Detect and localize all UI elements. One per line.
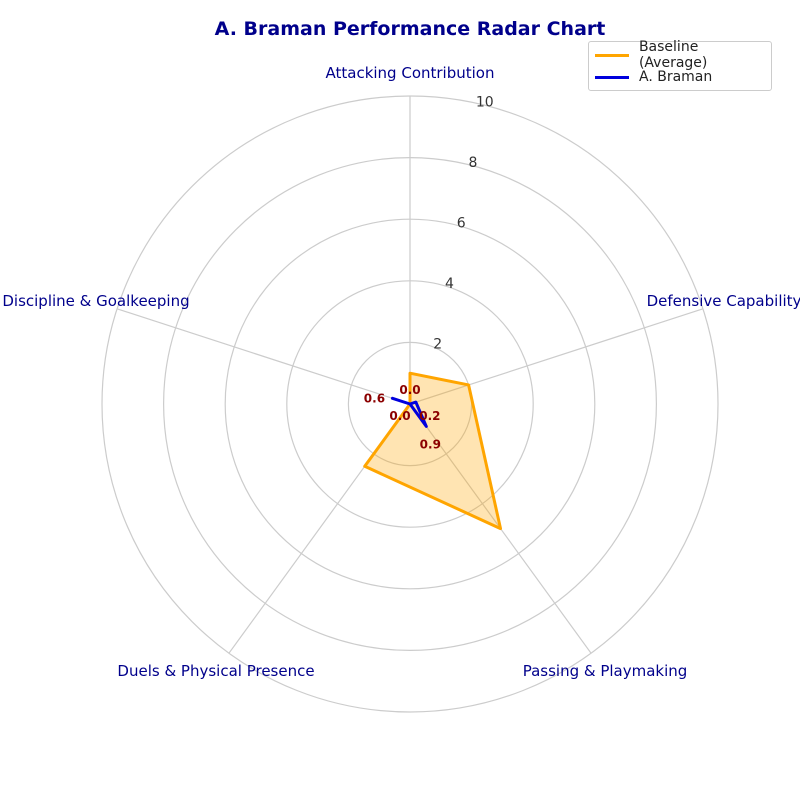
category-label: Duels & Physical Presence	[117, 662, 314, 680]
category-label: Attacking Contribution	[326, 64, 495, 82]
chart-title: A. Braman Performance Radar Chart	[214, 18, 606, 40]
radial-tick-label: 4	[445, 276, 454, 292]
category-label: Defensive Capability	[647, 292, 800, 310]
value-label: 0.0	[389, 409, 410, 423]
legend-swatch-braman	[595, 75, 629, 79]
radial-tick-label: 6	[457, 216, 466, 232]
spoke-4	[116, 308, 411, 405]
value-label: 0.0	[399, 383, 420, 397]
category-label: Discipline & Goalkeeping	[2, 292, 189, 310]
legend-item-baseline: Baseline (Average)	[595, 39, 771, 71]
legend-swatch-baseline	[595, 53, 629, 57]
grid-layer	[101, 95, 719, 713]
radial-tick-label: 2	[433, 337, 442, 353]
spoke-1	[409, 308, 704, 405]
legend-item-braman: A. Braman	[595, 67, 712, 87]
legend-label-baseline: Baseline (Average)	[638, 39, 708, 71]
radial-tick-label: 10	[476, 95, 494, 111]
series-layer	[363, 371, 503, 531]
series-0-area	[363, 371, 503, 531]
series-1-area	[390, 396, 428, 428]
legend: Baseline (Average) A. Braman	[588, 39, 772, 91]
radial-tick-label: 8	[469, 155, 478, 171]
value-label: 0.9	[420, 437, 441, 451]
category-label: Passing & Playmaking	[523, 662, 688, 680]
label-layer: 2 4 6 8 10 Attacking Contribution Defensive Ca…	[2, 64, 800, 680]
value-label: 0.2	[419, 409, 440, 423]
legend-label-braman: A. Braman	[639, 69, 713, 85]
value-label: 0.6	[364, 391, 385, 405]
